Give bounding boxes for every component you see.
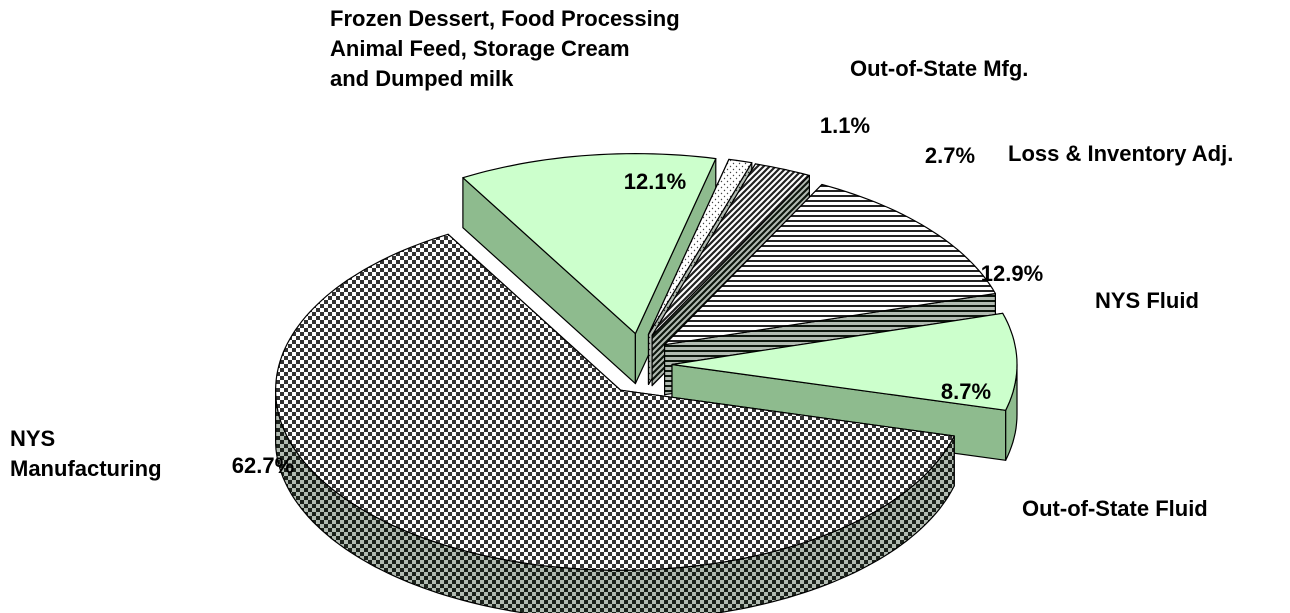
category-label: Out-of-State Mfg. [850,56,1028,81]
slice [651,163,810,337]
value-label: 12.1% [624,169,686,194]
value-label: 1.1% [820,113,870,138]
slice-group [275,233,955,613]
category-label: Loss & Inventory Adj. [1008,141,1233,166]
value-label: 8.7% [941,379,991,404]
category-label: Out-of-State Fluid [1022,496,1208,521]
value-label: 2.7% [925,143,975,168]
slice [647,158,753,335]
slice-group [462,153,717,385]
slice [671,312,1018,411]
value-label: 12.9% [981,261,1043,286]
category-label: NYS Manufacturing [10,426,162,481]
slice [664,183,996,346]
value-label: 62.7% [232,453,294,478]
slice [462,153,717,335]
category-label: Frozen Dessert, Food Processing Animal Fe… [330,6,680,91]
slice [275,233,955,571]
category-label: NYS Fluid [1095,288,1199,313]
